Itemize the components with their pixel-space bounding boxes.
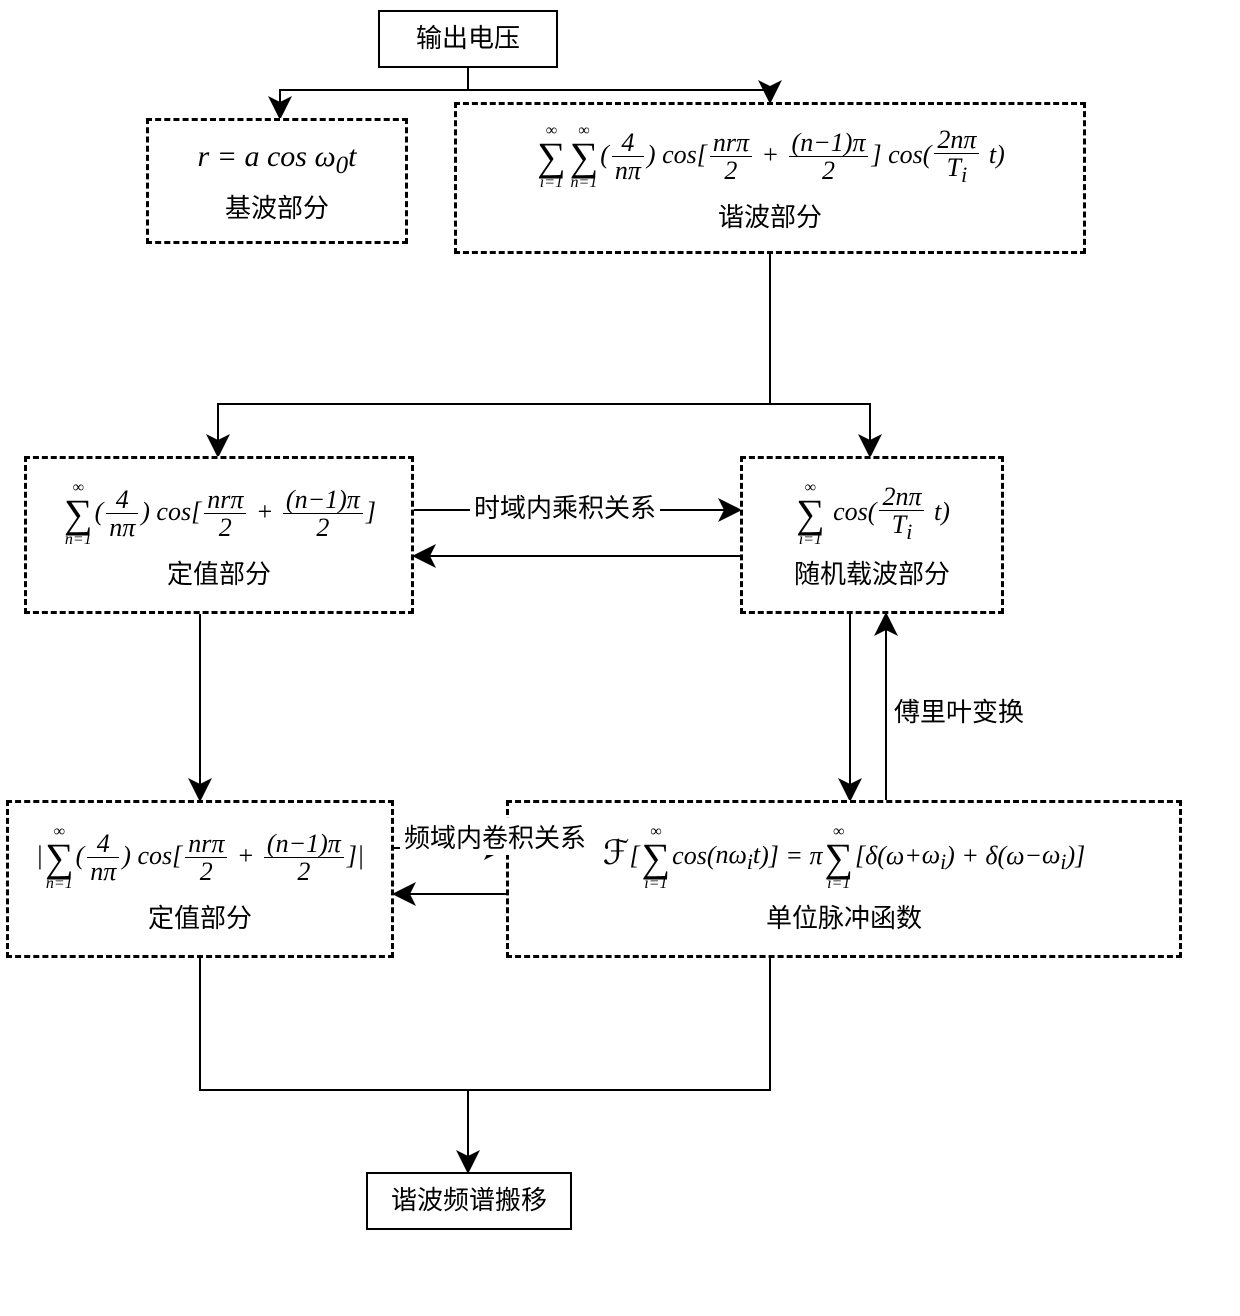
node-output-voltage: 输出电压 bbox=[378, 10, 558, 68]
edge-label-freq-conv: 频域内卷积关系 bbox=[400, 818, 590, 855]
label-spectrum-shift: 谐波频谱搬移 bbox=[391, 1185, 547, 1216]
formula-constant-2: |∞∑n=1(4nπ) cos[nrπ2 + (n−1)π2]| bbox=[36, 824, 364, 892]
node-carrier: ∞∑i=1 cos(2nπTi t) 随机载波部分 bbox=[740, 456, 1004, 614]
node-constant-1: ∞∑n=1(4nπ) cos[nrπ2 + (n−1)π2] 定值部分 bbox=[24, 456, 414, 614]
diagram-container: 输出电压 r = a cos ω0t 基波部分 ∞∑i=1∞∑n=1(4nπ) … bbox=[0, 0, 1240, 1316]
label-harmonic: 谐波部分 bbox=[718, 197, 822, 234]
label-fundamental: 基波部分 bbox=[225, 188, 329, 225]
formula-impulse: ℱ[∞∑i=1cos(nωit)] = π∞∑i=1[δ(ω+ωi) + δ(ω… bbox=[603, 824, 1085, 892]
formula-fundamental: r = a cos ω0t bbox=[198, 137, 357, 183]
label-output-voltage: 输出电压 bbox=[416, 23, 520, 54]
node-constant-2: |∞∑n=1(4nπ) cos[nrπ2 + (n−1)π2]| 定值部分 bbox=[6, 800, 394, 958]
label-carrier: 随机载波部分 bbox=[794, 554, 950, 591]
formula-constant-1: ∞∑n=1(4nπ) cos[nrπ2 + (n−1)π2] bbox=[62, 480, 376, 548]
label-constant-1: 定值部分 bbox=[167, 554, 271, 591]
label-impulse: 单位脉冲函数 bbox=[766, 898, 922, 935]
formula-harmonic: ∞∑i=1∞∑n=1(4nπ) cos[nrπ2 + (n−1)π2] cos(… bbox=[535, 123, 1005, 191]
formula-carrier: ∞∑i=1 cos(2nπTi t) bbox=[794, 480, 950, 548]
node-fundamental: r = a cos ω0t 基波部分 bbox=[146, 118, 408, 244]
node-impulse: ℱ[∞∑i=1cos(nωit)] = π∞∑i=1[δ(ω+ωi) + δ(ω… bbox=[506, 800, 1182, 958]
edge-label-fourier: 傅里叶变换 bbox=[890, 692, 1028, 729]
node-harmonic: ∞∑i=1∞∑n=1(4nπ) cos[nrπ2 + (n−1)π2] cos(… bbox=[454, 102, 1086, 254]
label-constant-2: 定值部分 bbox=[148, 898, 252, 935]
node-spectrum-shift: 谐波频谱搬移 bbox=[366, 1172, 572, 1230]
edge-label-time-mul: 时域内乘积关系 bbox=[470, 488, 660, 525]
